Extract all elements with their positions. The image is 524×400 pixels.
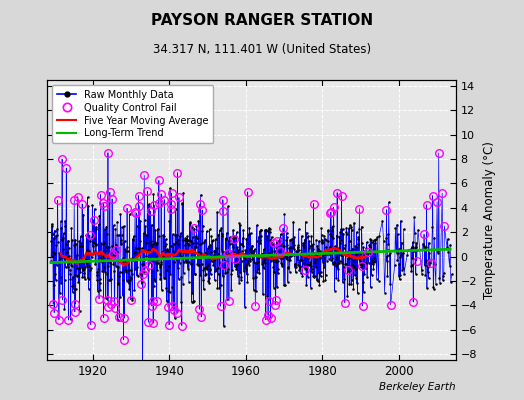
Text: 34.317 N, 111.401 W (United States): 34.317 N, 111.401 W (United States): [153, 43, 371, 56]
Text: PAYSON RANGER STATION: PAYSON RANGER STATION: [151, 13, 373, 28]
Text: Berkeley Earth: Berkeley Earth: [379, 382, 456, 392]
Legend: Raw Monthly Data, Quality Control Fail, Five Year Moving Average, Long-Term Tren: Raw Monthly Data, Quality Control Fail, …: [52, 85, 213, 143]
Y-axis label: Temperature Anomaly (°C): Temperature Anomaly (°C): [483, 141, 496, 299]
